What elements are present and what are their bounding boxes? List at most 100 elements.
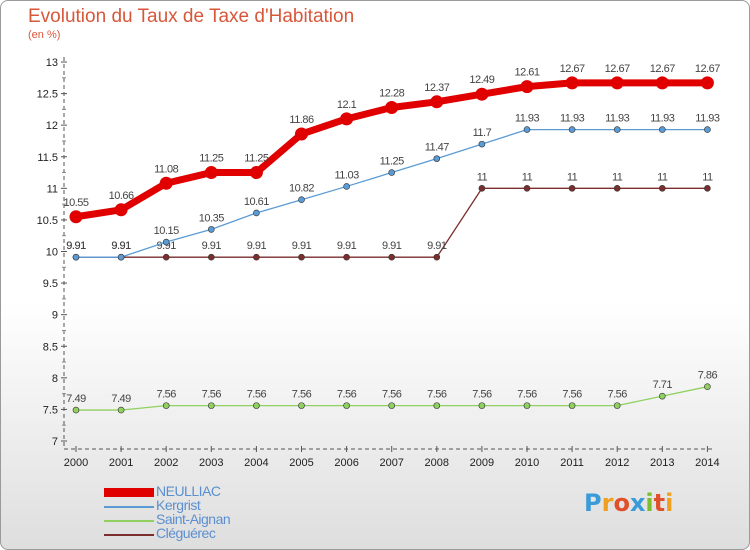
logo-letter: o	[613, 489, 630, 517]
data-label: 7.56	[247, 389, 267, 401]
logo-letter: i	[665, 489, 674, 517]
data-point	[700, 76, 714, 90]
y-tick-label: 12	[46, 120, 58, 132]
data-point	[568, 126, 576, 133]
data-label: 11.25	[199, 153, 224, 165]
data-point	[162, 238, 170, 246]
data-point	[565, 76, 579, 90]
data-point	[475, 87, 489, 101]
data-point	[478, 402, 486, 409]
y-tick-label: 7	[52, 436, 58, 448]
data-label: 9.91	[66, 240, 86, 252]
y-tick-label: 10.5	[37, 215, 58, 227]
legend-label: NEULLIAC	[156, 483, 221, 499]
data-label: 12.61	[514, 67, 539, 79]
y-tick-label: 11	[47, 183, 58, 195]
data-label: 7.71	[653, 379, 673, 391]
data-point	[253, 209, 260, 217]
data-point	[253, 402, 260, 409]
data-label: 9.91	[292, 240, 312, 252]
data-point	[343, 183, 350, 190]
data-label: 11.93	[515, 113, 540, 125]
data-point	[478, 185, 486, 192]
data-point	[343, 402, 350, 409]
y-tick-label: 8.5	[43, 341, 58, 353]
data-point	[430, 95, 444, 109]
data-point	[162, 253, 170, 261]
legend-swatch	[104, 506, 154, 508]
x-tick-label: 2014	[695, 457, 719, 469]
data-label: 11	[567, 171, 578, 183]
data-point	[523, 126, 531, 133]
x-tick-label: 2008	[425, 457, 449, 469]
data-label: 7.56	[427, 389, 447, 401]
data-label: 12.28	[379, 87, 404, 99]
data-label: 11.93	[605, 113, 630, 125]
data-point	[72, 406, 80, 414]
data-point	[658, 126, 666, 133]
data-point	[613, 126, 621, 133]
data-point	[658, 392, 666, 400]
data-point	[208, 402, 215, 409]
data-label: 11	[657, 171, 668, 183]
data-point	[523, 402, 531, 409]
data-point	[114, 203, 128, 217]
data-label: 7.56	[337, 389, 357, 401]
data-label: 7.56	[292, 389, 312, 401]
data-label: 11.25	[380, 156, 405, 168]
series-kergrist: 9.91 9.91 10.15 10.35 10.61 10.82 11.03 11.25 11…	[66, 113, 720, 261]
data-label: 11	[702, 171, 713, 183]
data-label: 7.56	[202, 389, 222, 401]
x-tick-label: 2005	[289, 457, 313, 469]
data-label: 12.1	[337, 99, 357, 111]
legend-swatch	[104, 520, 154, 522]
data-label: 9.91	[111, 240, 131, 252]
data-label: 9.91	[427, 240, 447, 252]
data-label: 12.37	[424, 82, 449, 94]
series-neulliac: 10.55 10.66 11.08 11.25 11.25 11.86 12.1 12.28 1…	[63, 63, 721, 224]
data-label: 11.93	[560, 113, 585, 125]
data-point	[385, 100, 399, 114]
data-point	[295, 127, 308, 141]
data-point	[568, 185, 576, 192]
data-point	[72, 253, 80, 261]
y-tick-label: 12.5	[37, 89, 58, 101]
unit-label: (en %)	[28, 29, 61, 41]
logo-letter: P	[584, 489, 602, 517]
data-label: 7.86	[698, 370, 718, 382]
data-label: 7.56	[517, 389, 537, 401]
y-tick-label: 10	[46, 247, 58, 259]
x-tick-label: 2003	[199, 457, 223, 469]
data-label: 11.93	[695, 113, 720, 125]
data-point	[298, 402, 305, 409]
data-point	[298, 253, 305, 261]
data-point	[204, 166, 218, 180]
data-point	[208, 226, 215, 233]
data-point	[388, 402, 396, 409]
data-point	[253, 253, 260, 261]
data-point	[433, 253, 441, 261]
data-point	[655, 76, 669, 90]
data-label: 9.91	[382, 240, 402, 252]
data-point	[343, 253, 350, 261]
data-label: 7.56	[472, 389, 492, 401]
series-line	[75, 128, 709, 258]
legend-label: Kergrist	[156, 497, 201, 513]
legend-label: Cléguérec	[156, 525, 216, 541]
logo-letter: t	[653, 489, 666, 517]
data-point	[388, 169, 396, 176]
x-tick-label: 2010	[515, 457, 539, 469]
data-point	[117, 253, 125, 261]
y-tick-label: 13	[46, 57, 58, 69]
data-label: 11	[522, 171, 533, 183]
data-label: 9.91	[202, 240, 222, 252]
chart-axes: 7 7.5 8 8.5 9 9.5 10 10.5 11 11.5 12 12.5 13 2000 2001…	[37, 57, 720, 469]
legend-swatch	[104, 534, 154, 536]
data-point	[704, 185, 711, 192]
data-label: 11.47	[425, 142, 450, 154]
data-label: 7.56	[382, 389, 402, 401]
proxiti-logo: Proxiti	[584, 489, 673, 517]
data-label: 11.03	[334, 169, 359, 181]
